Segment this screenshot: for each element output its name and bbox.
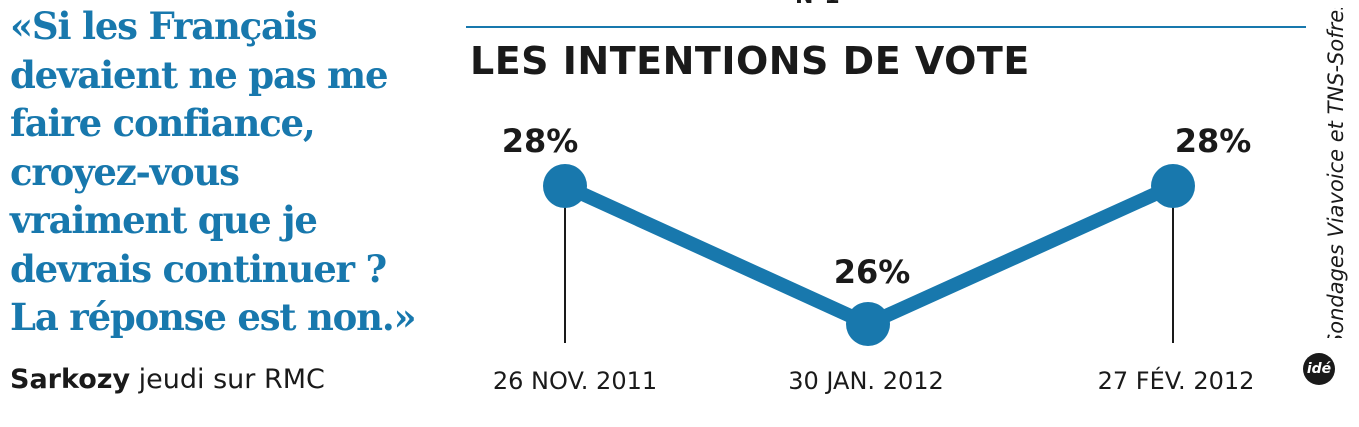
source-credit: Sondages Viavoice et TNS-Sofres bbox=[1316, 8, 1356, 338]
data-point bbox=[1151, 164, 1195, 208]
quote-source-detail: jeudi sur RMC bbox=[130, 364, 325, 395]
line-chart: 28% 26% 28% 26 NOV. 2011 30 JAN. 2012 27 FÉV.… bbox=[493, 122, 1255, 395]
quote-line: La réponse est non.» bbox=[10, 295, 417, 339]
category-label: 26 NOV. 2011 bbox=[493, 367, 657, 395]
data-point bbox=[846, 302, 890, 346]
quote-line: «Si les Français bbox=[10, 4, 317, 48]
cropped-header-text: N°1 bbox=[795, 0, 840, 9]
quote-line: vraiment que je bbox=[10, 198, 318, 242]
data-point bbox=[543, 164, 587, 208]
quote-block: «Si les Français devaient ne pas me fair… bbox=[10, 2, 440, 342]
quote-line: devrais continuer ? bbox=[10, 246, 387, 291]
publisher-logo: idé bbox=[1303, 353, 1335, 385]
chart-top-rule bbox=[466, 26, 1306, 28]
data-label: 26% bbox=[834, 253, 911, 291]
category-label: 27 FÉV. 2012 bbox=[1098, 366, 1255, 395]
category-label: 30 JAN. 2012 bbox=[788, 367, 944, 395]
quote-line: faire confiance, bbox=[10, 101, 316, 145]
quote-line: devaient ne pas me bbox=[10, 52, 389, 97]
source-text: Sondages Viavoice et TNS-Sofres bbox=[1324, 8, 1348, 338]
chart-title: LES INTENTIONS DE VOTE bbox=[470, 39, 1030, 83]
quote-author: Sarkozy bbox=[10, 364, 131, 395]
data-label: 28% bbox=[502, 122, 579, 160]
quote-line: croyez-vous bbox=[10, 149, 240, 194]
quote-attribution: Sarkozy jeudi sur RMC bbox=[10, 362, 325, 398]
logo-text: idé bbox=[1306, 361, 1332, 377]
data-label: 28% bbox=[1175, 122, 1252, 160]
